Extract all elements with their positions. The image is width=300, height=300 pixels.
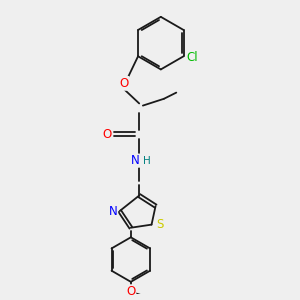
Text: S: S — [157, 218, 164, 230]
Text: N: N — [109, 205, 117, 218]
Text: O: O — [126, 285, 136, 298]
Text: O: O — [119, 77, 128, 90]
Text: Cl: Cl — [186, 51, 198, 64]
Text: O: O — [102, 128, 111, 141]
Text: N: N — [131, 154, 140, 167]
Text: H: H — [143, 156, 151, 166]
